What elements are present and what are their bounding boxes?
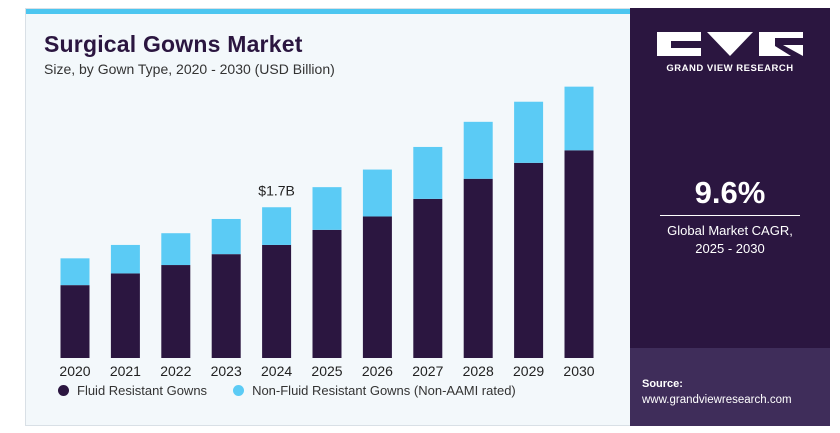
legend-swatch-fluid [58, 385, 69, 396]
bar-non-fluid-2029 [514, 101, 544, 163]
bar-fluid-2026 [362, 216, 392, 358]
bar-fluid-2025 [312, 229, 342, 358]
cagr-label-line1: Global Market CAGR, [667, 223, 793, 238]
x-tick-label-2029: 2029 [513, 363, 544, 379]
legend-item-fluid: Fluid Resistant Gowns [58, 383, 207, 398]
bar-fluid-2020 [60, 285, 90, 358]
bar-non-fluid-2030 [564, 86, 594, 151]
bar-fluid-2027 [413, 198, 443, 358]
chart-legend: Fluid Resistant Gowns Non-Fluid Resistan… [58, 383, 542, 398]
bar-non-fluid-2021 [110, 244, 140, 274]
source-label: Source: [642, 378, 683, 390]
legend-label-non-fluid: Non-Fluid Resistant Gowns (Non-AAMI rate… [252, 383, 516, 398]
cagr-value: 9.6% [694, 175, 766, 210]
x-tick-label-2025: 2025 [311, 363, 342, 379]
bar-non-fluid-2022 [161, 233, 191, 266]
chart-subtitle: Size, by Gown Type, 2020 - 2030 (USD Bil… [44, 61, 335, 77]
bar-non-fluid-2028 [463, 121, 493, 179]
legend-swatch-non-fluid [233, 385, 245, 396]
x-tick-label-2027: 2027 [412, 363, 443, 379]
x-tick-label-2022: 2022 [160, 363, 191, 379]
data-label-2024: $1.7B [258, 182, 295, 198]
x-tick-label-2020: 2020 [59, 363, 90, 379]
brand-name: GRAND VIEW RESEARCH [666, 63, 794, 74]
bar-fluid-2029 [514, 162, 544, 358]
cagr-divider [660, 215, 800, 216]
source-url[interactable]: www.grandviewresearch.com [642, 394, 792, 406]
x-tick-label-2024: 2024 [261, 363, 292, 379]
x-tick-label-2023: 2023 [211, 363, 242, 379]
bar-non-fluid-2020 [60, 258, 90, 286]
legend-label-fluid: Fluid Resistant Gowns [77, 383, 208, 398]
grand-view-research-logo [657, 32, 803, 56]
bar-fluid-2030 [564, 150, 594, 358]
bar-non-fluid-2026 [362, 169, 392, 217]
accent-bar [26, 9, 829, 14]
bar-non-fluid-2027 [413, 146, 443, 199]
side-panel: GRAND VIEW RESEARCH 9.6% Global Market C… [630, 8, 830, 426]
x-tick-label-2026: 2026 [362, 363, 393, 379]
bar-non-fluid-2024 [262, 207, 292, 245]
source-box: Source: www.grandviewresearch.com [630, 348, 830, 426]
bar-fluid-2022 [161, 265, 191, 358]
x-tick-label-2028: 2028 [463, 363, 494, 379]
bar-fluid-2028 [463, 178, 493, 358]
bar-fluid-2021 [110, 273, 140, 358]
bar-non-fluid-2023 [211, 218, 241, 255]
cagr-label-line2: 2025 - 2030 [695, 241, 765, 256]
legend-item-non-fluid: Non-Fluid Resistant Gowns (Non-AAMI rate… [233, 383, 516, 398]
bar-fluid-2023 [211, 254, 241, 358]
bar-chart: 2020 2021 2022 2023 $1.7B 2024 2025 2026 2027 202… [59, 86, 595, 379]
bar-non-fluid-2025 [312, 187, 342, 230]
x-tick-label-2021: 2021 [110, 363, 141, 379]
x-tick-label-2030: 2030 [563, 363, 594, 379]
bar-fluid-2024 [262, 244, 292, 358]
cagr-label: Global Market CAGR, 2025 - 2030 [630, 222, 830, 258]
chart-title: Surgical Gowns Market [44, 31, 303, 57]
